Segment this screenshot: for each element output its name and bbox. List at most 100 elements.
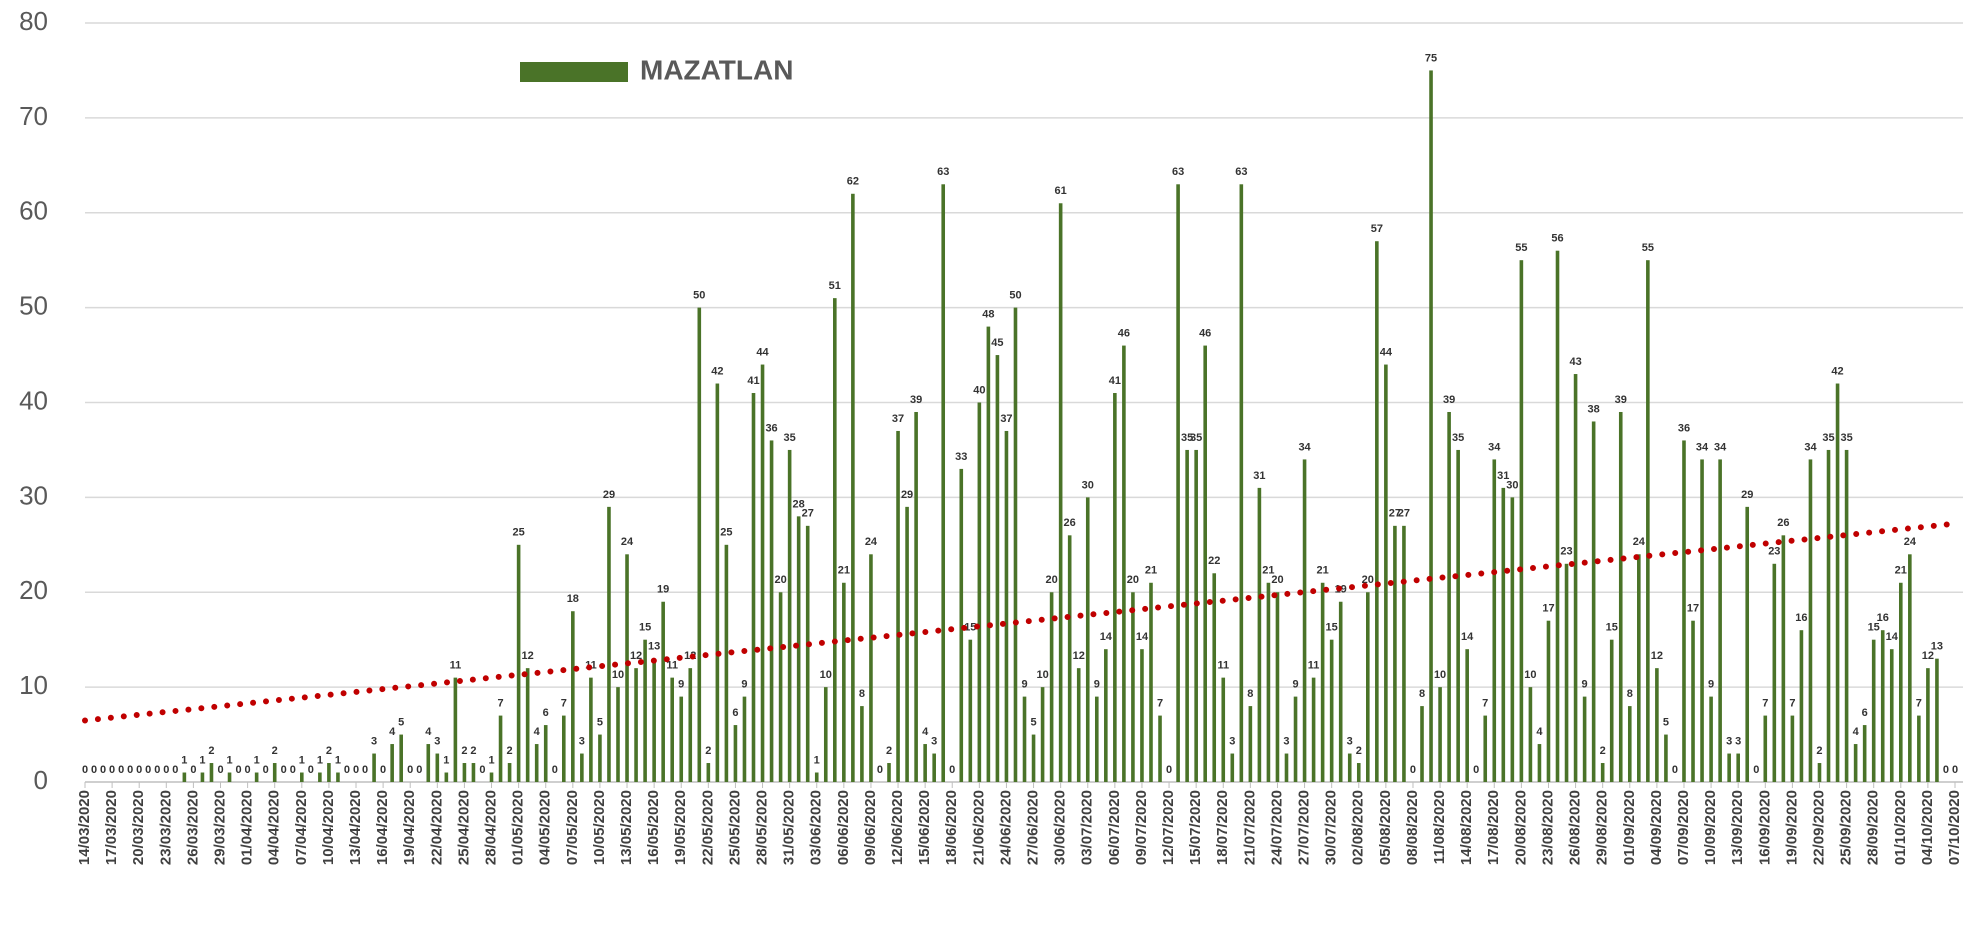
x-tick-label: 02/08/2020 (1350, 790, 1367, 865)
bar (498, 715, 503, 782)
bar (471, 763, 476, 782)
data-label: 46 (1118, 327, 1130, 339)
bar (1347, 753, 1352, 782)
data-label: 0 (100, 764, 106, 776)
bar (1094, 696, 1099, 782)
x-tick-label: 12/07/2020 (1160, 790, 1177, 865)
bar (1627, 706, 1632, 782)
x-tick-label: 26/08/2020 (1567, 790, 1584, 865)
data-label: 15 (1868, 622, 1880, 634)
bar (1049, 592, 1054, 782)
bar (589, 677, 593, 782)
data-label: 3 (1283, 735, 1289, 747)
data-label: 46 (1199, 327, 1211, 339)
bar (1573, 374, 1578, 782)
bar (1835, 383, 1840, 782)
bar (1221, 677, 1226, 782)
data-label: 35 (1452, 432, 1464, 444)
bar (1582, 696, 1587, 782)
data-label: 63 (1172, 166, 1184, 178)
data-label: 63 (937, 166, 949, 178)
bar (1718, 459, 1722, 782)
bar (607, 506, 611, 782)
data-label: 1 (443, 754, 449, 766)
data-label: 14 (1136, 631, 1149, 643)
data-label: 10 (612, 669, 624, 681)
data-label: 12 (1922, 650, 1934, 662)
bar (227, 772, 232, 782)
bar (1393, 525, 1397, 782)
x-tick-label: 16/09/2020 (1756, 790, 1773, 865)
bar (1510, 497, 1515, 782)
data-label: 0 (91, 764, 97, 776)
bar (462, 763, 467, 782)
data-label: 24 (1904, 536, 1917, 548)
bar (706, 763, 711, 782)
x-tick-label: 28/09/2020 (1865, 790, 1882, 865)
bar (1158, 715, 1162, 782)
data-label: 7 (1789, 697, 1795, 709)
bar (571, 611, 575, 782)
bar (688, 668, 693, 782)
bar (598, 734, 602, 782)
bar (507, 763, 512, 782)
x-tick-label: 31/05/2020 (781, 790, 798, 865)
data-label: 2 (1600, 745, 1606, 757)
x-tick-label: 04/09/2020 (1648, 790, 1665, 865)
data-label: 35 (1822, 432, 1834, 444)
bar (1926, 668, 1930, 782)
x-tick-label: 28/04/2020 (482, 790, 499, 865)
data-label: 6 (1862, 707, 1868, 719)
data-label: 30 (1506, 479, 1518, 491)
bar (724, 544, 729, 782)
bar (959, 468, 964, 782)
data-label: 1 (254, 754, 260, 766)
bar (453, 677, 458, 782)
data-label: 8 (1247, 688, 1253, 700)
x-tick-label: 25/09/2020 (1838, 790, 1855, 865)
bar (1122, 345, 1126, 782)
x-tick-label: 03/07/2020 (1079, 790, 1096, 865)
x-tick-label: 04/05/2020 (537, 790, 554, 865)
data-label: 3 (931, 735, 937, 747)
data-label: 1 (317, 754, 323, 766)
data-label: 5 (1030, 716, 1036, 728)
data-label: 4 (425, 726, 432, 738)
bar (1546, 620, 1551, 782)
data-label: 5 (597, 716, 603, 728)
data-label: 23 (1560, 546, 1572, 558)
data-label: 0 (877, 764, 883, 776)
x-tick-label: 07/09/2020 (1675, 790, 1692, 865)
data-label: 9 (1582, 679, 1588, 691)
data-label: 20 (774, 574, 786, 586)
x-tick-label: 16/05/2020 (645, 790, 662, 865)
data-label: 37 (892, 413, 904, 425)
bar (1736, 753, 1740, 782)
bar (1492, 459, 1497, 782)
data-label: 75 (1425, 52, 1437, 64)
data-label: 1 (488, 754, 494, 766)
data-label: 14 (1461, 631, 1474, 643)
y-tick-label: 80 (19, 6, 48, 36)
bar (1329, 639, 1334, 782)
data-label: 39 (1443, 394, 1455, 406)
bar (1194, 449, 1198, 782)
bar (1076, 668, 1081, 782)
data-label: 55 (1642, 242, 1654, 254)
data-label: 0 (308, 764, 314, 776)
bar (1438, 687, 1442, 782)
data-label: 29 (1741, 489, 1753, 501)
bar (823, 687, 828, 782)
bar (670, 677, 674, 782)
data-label: 3 (371, 735, 377, 747)
bar (1591, 421, 1596, 782)
bar (1935, 658, 1939, 782)
data-label: 1 (299, 754, 305, 766)
bar (272, 763, 277, 782)
x-tick-label: 01/05/2020 (510, 790, 527, 865)
x-tick-label: 15/07/2020 (1187, 790, 1204, 865)
data-label: 35 (784, 432, 796, 444)
data-label: 3 (579, 735, 585, 747)
bar (1763, 715, 1768, 782)
bar (1889, 649, 1894, 782)
